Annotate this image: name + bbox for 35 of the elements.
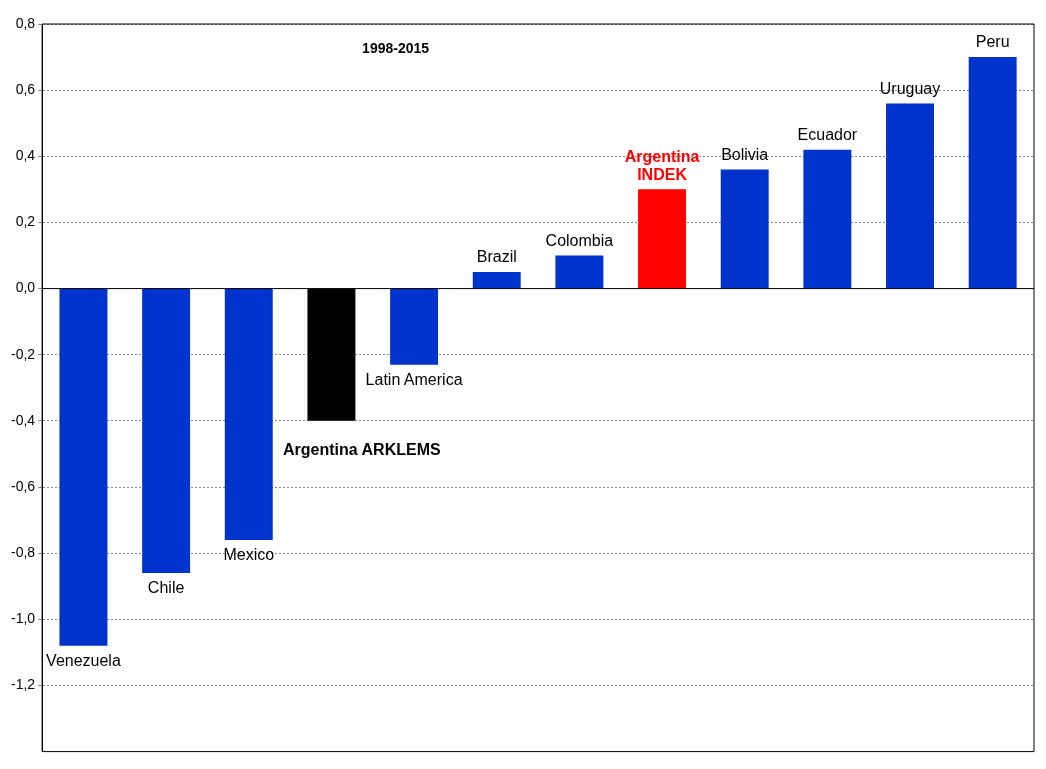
x-tick-label: Mexico [223,546,275,564]
x-tick-label: Latin America [365,371,463,389]
x-tick-label: Venezuela [46,652,121,670]
bar [472,272,521,289]
bar [968,57,1017,289]
bar [886,103,934,289]
y-tick-label: -1,2 [11,676,36,693]
bar [390,289,439,365]
y-tick-label: 0,6 [15,81,36,97]
annotation: 1998-2015 [362,39,430,56]
y-tick-label: -0,8 [11,544,36,561]
x-tick-label: Argentina INDEK [624,147,700,183]
x-tick-label: Uruguay [879,79,941,97]
bar [555,255,604,289]
y-tick-label: 0,0 [15,279,36,296]
bar [638,189,687,289]
x-tick-label: Ecuador [797,126,858,144]
y-tick-label: -0,4 [11,411,36,428]
bar [142,289,191,574]
x-tick-label: Argentina ARKLEMS [283,441,441,459]
y-tick-label: -0,6 [11,477,36,494]
bar [224,289,273,540]
y-tick-label: 0,4 [15,147,36,164]
x-tick-label: Brazil [476,248,517,266]
bar [59,289,108,646]
x-tick-label: Colombia [545,231,614,249]
y-tick-label: -1,0 [11,610,36,627]
y-tick-label: -0,2 [11,345,36,362]
y-tick-label: 0,8 [15,14,36,31]
bar [803,149,852,289]
y-tick-label: 0,2 [15,213,36,230]
x-tick-label: Chile [147,579,185,597]
x-tick-label: Bolivia [721,145,769,163]
bar [720,169,769,289]
x-tick-label: Peru [975,33,1010,51]
